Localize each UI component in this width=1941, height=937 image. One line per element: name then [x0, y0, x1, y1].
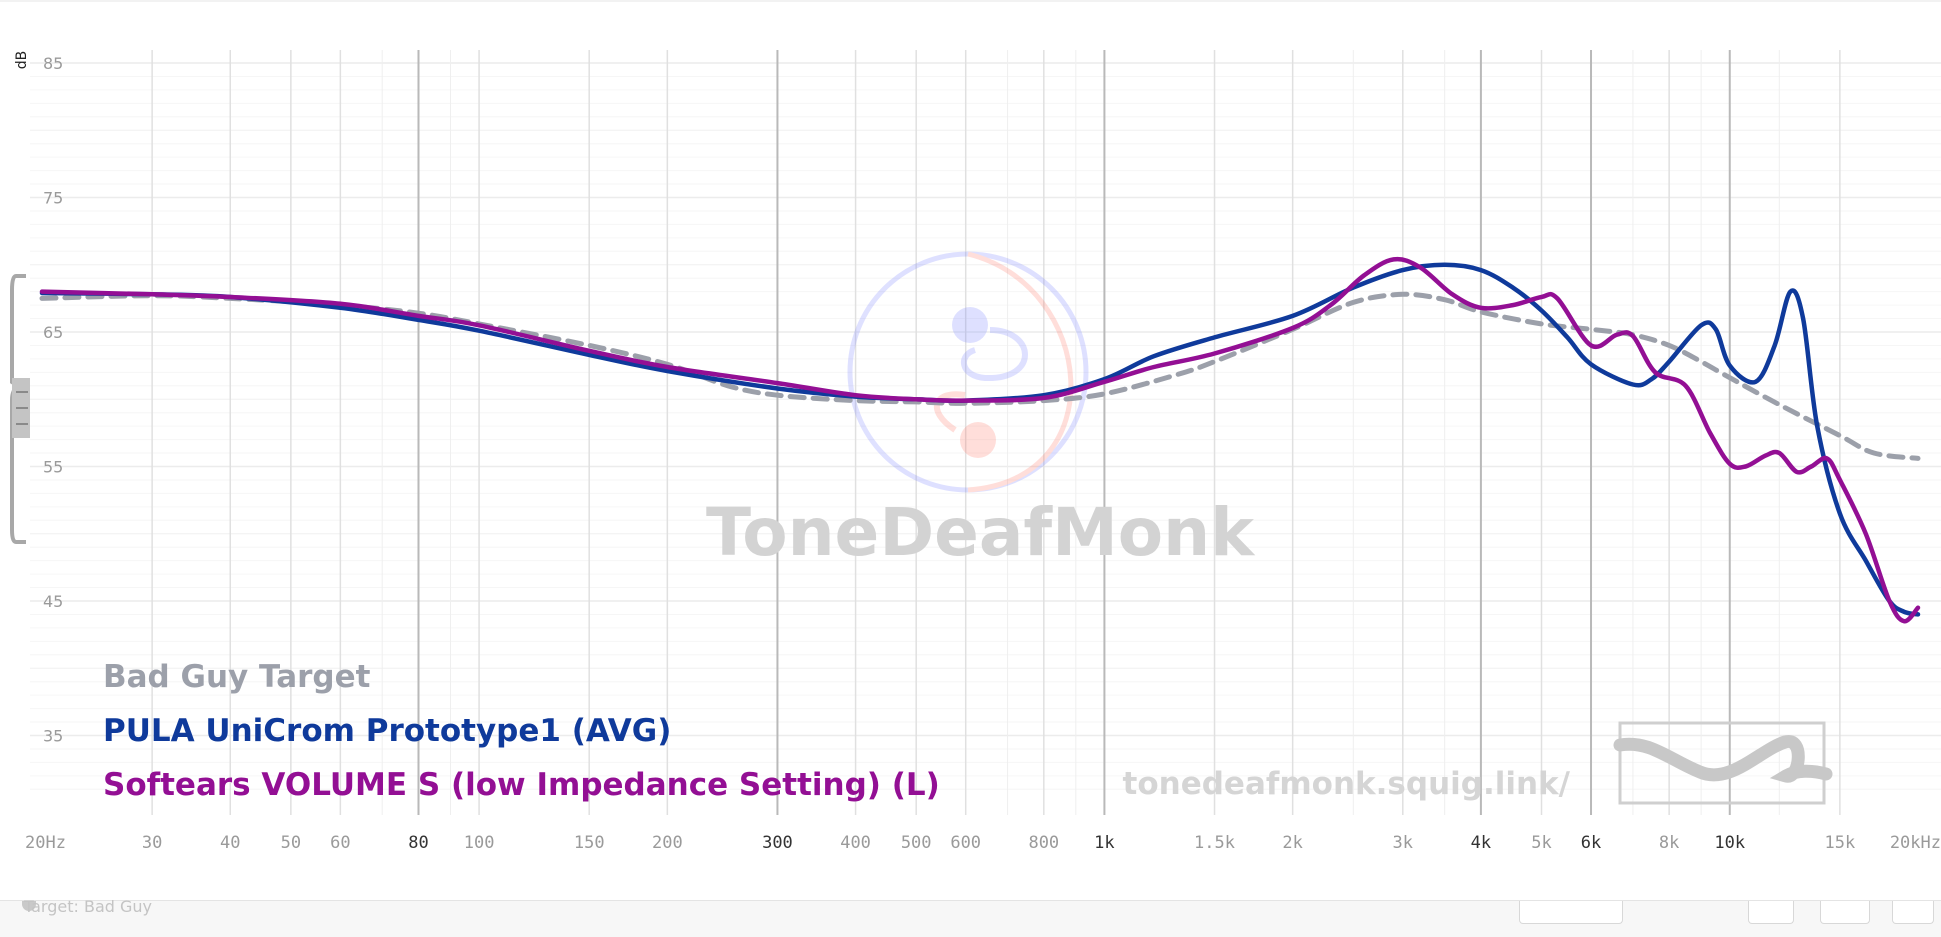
y-tick-label: 85 — [43, 54, 63, 73]
x-tick-label: 1.5k — [1194, 833, 1235, 853]
toolbar-button-a[interactable] — [1748, 901, 1794, 924]
legend-item-target[interactable]: Bad Guy Target — [103, 659, 371, 695]
monk-logo-watermark — [847, 251, 1089, 493]
x-tick-label: 8k — [1659, 833, 1679, 853]
vertical-grid — [151, 50, 1841, 815]
y-scale-drag-handle[interactable] — [10, 274, 32, 544]
x-tick-label: 200 — [652, 833, 683, 853]
brand-watermark: ToneDeafMonk — [706, 494, 1256, 571]
toolbar-button-b[interactable] — [1820, 901, 1870, 924]
toolbar-button-c[interactable] — [1892, 901, 1934, 924]
x-tick-label: 3k — [1393, 833, 1413, 853]
x-tick-label: 60 — [330, 833, 350, 853]
x-tick-label: 1k — [1094, 833, 1114, 853]
x-tick-label: 6k — [1581, 833, 1601, 853]
squiglink-logo — [1613, 721, 1833, 805]
x-tick-label: 10k — [1714, 833, 1745, 853]
softears-volume-s-curve — [39, 256, 1921, 624]
x-tick-label: 40 — [220, 833, 240, 853]
y-axis-unit-label: dB — [14, 51, 30, 70]
y-tick-label: 55 — [43, 458, 63, 477]
x-tick-label: 15k — [1825, 833, 1856, 853]
y-tick-label: 35 — [43, 727, 63, 746]
x-tick-label: 600 — [950, 833, 981, 853]
curves — [39, 256, 1921, 624]
x-tick-label: 20Hz — [25, 833, 66, 853]
legend-item-pula[interactable]: PULA UniCrom Prototype1 (AVG) — [103, 713, 671, 749]
x-tick-label: 30 — [142, 833, 162, 853]
y-tick-label: 65 — [43, 323, 63, 342]
y-tick-label: 45 — [43, 592, 63, 611]
x-tick-label: 80 — [408, 833, 428, 853]
target-toggle-icon[interactable] — [22, 901, 36, 911]
horizontal-grid — [30, 62, 1941, 790]
x-tick-label: 50 — [281, 833, 301, 853]
x-tick-label: 300 — [762, 833, 793, 853]
x-tick-label: 5k — [1531, 833, 1551, 853]
pula-unicrom-curve — [39, 262, 1921, 617]
x-tick-label: 100 — [464, 833, 495, 853]
x-axis-labels: 20Hz 30 40 50 60 80 100 150 200 300 400 500 600 800 1k… — [25, 833, 1941, 853]
legend: Bad Guy Target PULA UniCrom Prototype1 (… — [103, 659, 940, 803]
x-tick-label: 4k — [1471, 833, 1491, 853]
y-axis-labels: 35 45 55 65 75 85 — [43, 54, 63, 746]
y-tick-label: 75 — [43, 189, 63, 208]
toolbar-input[interactable] — [1519, 901, 1623, 924]
url-watermark: tonedeafmonk.squig.link/ — [1123, 766, 1571, 802]
x-tick-label: 400 — [840, 833, 871, 853]
x-tick-label: 2k — [1282, 833, 1302, 853]
bottom-toolbar-strip: Target: Bad Guy — [0, 897, 1941, 937]
target-selector-label[interactable]: Target: Bad Guy — [24, 897, 153, 916]
x-tick-label: 150 — [574, 833, 605, 853]
x-tick-label: 800 — [1028, 833, 1059, 853]
legend-item-softears[interactable]: Softears VOLUME S (low Impedance Setting… — [103, 767, 940, 803]
x-tick-label: 500 — [901, 833, 932, 853]
x-tick-label: 20kHz — [1890, 833, 1941, 853]
